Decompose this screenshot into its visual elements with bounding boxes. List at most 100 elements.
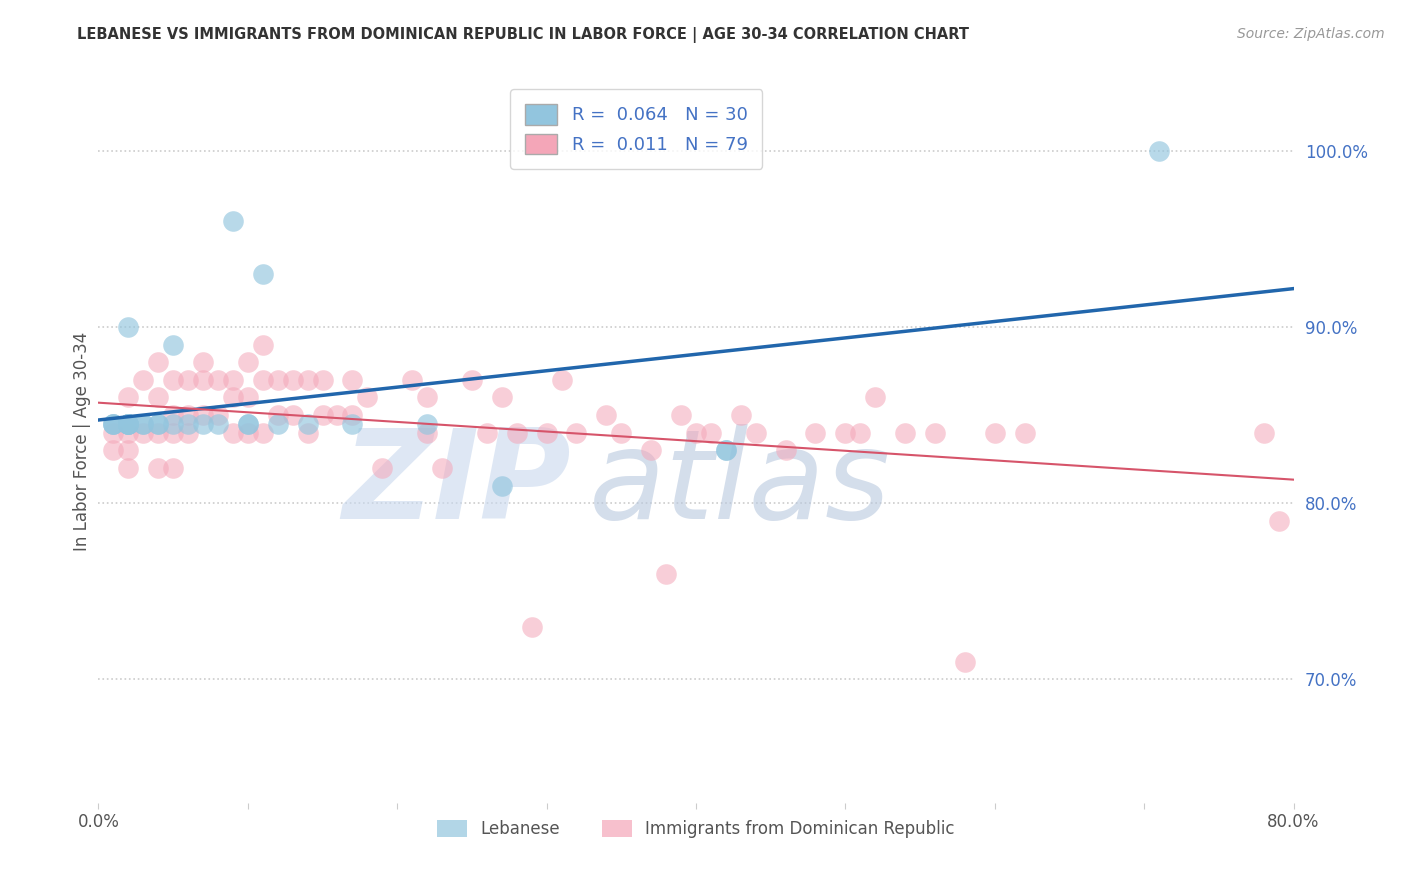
- Point: [342, 408, 364, 422]
- Point: [117, 443, 139, 458]
- Legend: Lebanese, Immigrants from Dominican Republic: Lebanese, Immigrants from Dominican Repu…: [430, 814, 962, 845]
- Point: [1147, 144, 1170, 158]
- Point: [236, 425, 259, 440]
- Point: [924, 425, 946, 440]
- Point: [595, 408, 617, 422]
- Point: [311, 408, 333, 422]
- Point: [117, 320, 139, 334]
- Point: [1267, 514, 1289, 528]
- Point: [162, 417, 184, 431]
- Point: [236, 417, 259, 431]
- Point: [236, 391, 259, 405]
- Point: [148, 425, 170, 440]
- Point: [132, 425, 155, 440]
- Text: Source: ZipAtlas.com: Source: ZipAtlas.com: [1237, 27, 1385, 41]
- Point: [491, 478, 513, 492]
- Point: [148, 417, 170, 431]
- Point: [132, 417, 155, 431]
- Point: [117, 417, 139, 431]
- Point: [117, 425, 139, 440]
- Point: [700, 425, 723, 440]
- Text: ZIP: ZIP: [342, 425, 571, 545]
- Point: [655, 566, 678, 581]
- Point: [222, 391, 245, 405]
- Point: [565, 425, 588, 440]
- Point: [610, 425, 633, 440]
- Point: [162, 337, 184, 351]
- Point: [103, 425, 125, 440]
- Point: [685, 425, 707, 440]
- Point: [132, 373, 155, 387]
- Point: [162, 425, 184, 440]
- Point: [117, 417, 139, 431]
- Point: [849, 425, 872, 440]
- Point: [148, 417, 170, 431]
- Text: LEBANESE VS IMMIGRANTS FROM DOMINICAN REPUBLIC IN LABOR FORCE | AGE 30-34 CORREL: LEBANESE VS IMMIGRANTS FROM DOMINICAN RE…: [77, 27, 969, 43]
- Point: [745, 425, 768, 440]
- Point: [236, 417, 259, 431]
- Point: [252, 267, 274, 281]
- Point: [281, 408, 304, 422]
- Point: [775, 443, 797, 458]
- Point: [342, 373, 364, 387]
- Point: [267, 417, 290, 431]
- Point: [640, 443, 662, 458]
- Point: [430, 461, 453, 475]
- Point: [311, 373, 333, 387]
- Point: [865, 391, 887, 405]
- Point: [475, 425, 498, 440]
- Point: [117, 417, 139, 431]
- Point: [252, 425, 274, 440]
- Point: [191, 355, 214, 369]
- Point: [491, 391, 513, 405]
- Point: [162, 461, 184, 475]
- Point: [103, 417, 125, 431]
- Point: [177, 417, 200, 431]
- Point: [117, 417, 139, 431]
- Point: [191, 373, 214, 387]
- Point: [267, 373, 290, 387]
- Point: [536, 425, 558, 440]
- Point: [236, 355, 259, 369]
- Point: [162, 408, 184, 422]
- Point: [416, 417, 439, 431]
- Point: [267, 408, 290, 422]
- Point: [342, 417, 364, 431]
- Point: [162, 373, 184, 387]
- Point: [730, 408, 752, 422]
- Point: [103, 443, 125, 458]
- Point: [984, 425, 1007, 440]
- Point: [103, 417, 125, 431]
- Point: [894, 425, 917, 440]
- Point: [252, 337, 274, 351]
- Point: [252, 373, 274, 387]
- Point: [461, 373, 484, 387]
- Point: [207, 373, 229, 387]
- Point: [207, 408, 229, 422]
- Point: [297, 417, 319, 431]
- Point: [222, 373, 245, 387]
- Point: [416, 391, 439, 405]
- Point: [371, 461, 394, 475]
- Point: [117, 391, 139, 405]
- Point: [281, 373, 304, 387]
- Point: [804, 425, 827, 440]
- Point: [326, 408, 349, 422]
- Point: [520, 619, 543, 633]
- Y-axis label: In Labor Force | Age 30-34: In Labor Force | Age 30-34: [73, 332, 91, 551]
- Point: [191, 417, 214, 431]
- Point: [834, 425, 856, 440]
- Point: [222, 425, 245, 440]
- Point: [103, 417, 125, 431]
- Point: [550, 373, 572, 387]
- Point: [669, 408, 692, 422]
- Point: [207, 417, 229, 431]
- Point: [401, 373, 423, 387]
- Point: [191, 408, 214, 422]
- Point: [117, 417, 139, 431]
- Point: [177, 373, 200, 387]
- Point: [714, 443, 737, 458]
- Point: [953, 655, 976, 669]
- Point: [148, 461, 170, 475]
- Point: [416, 425, 439, 440]
